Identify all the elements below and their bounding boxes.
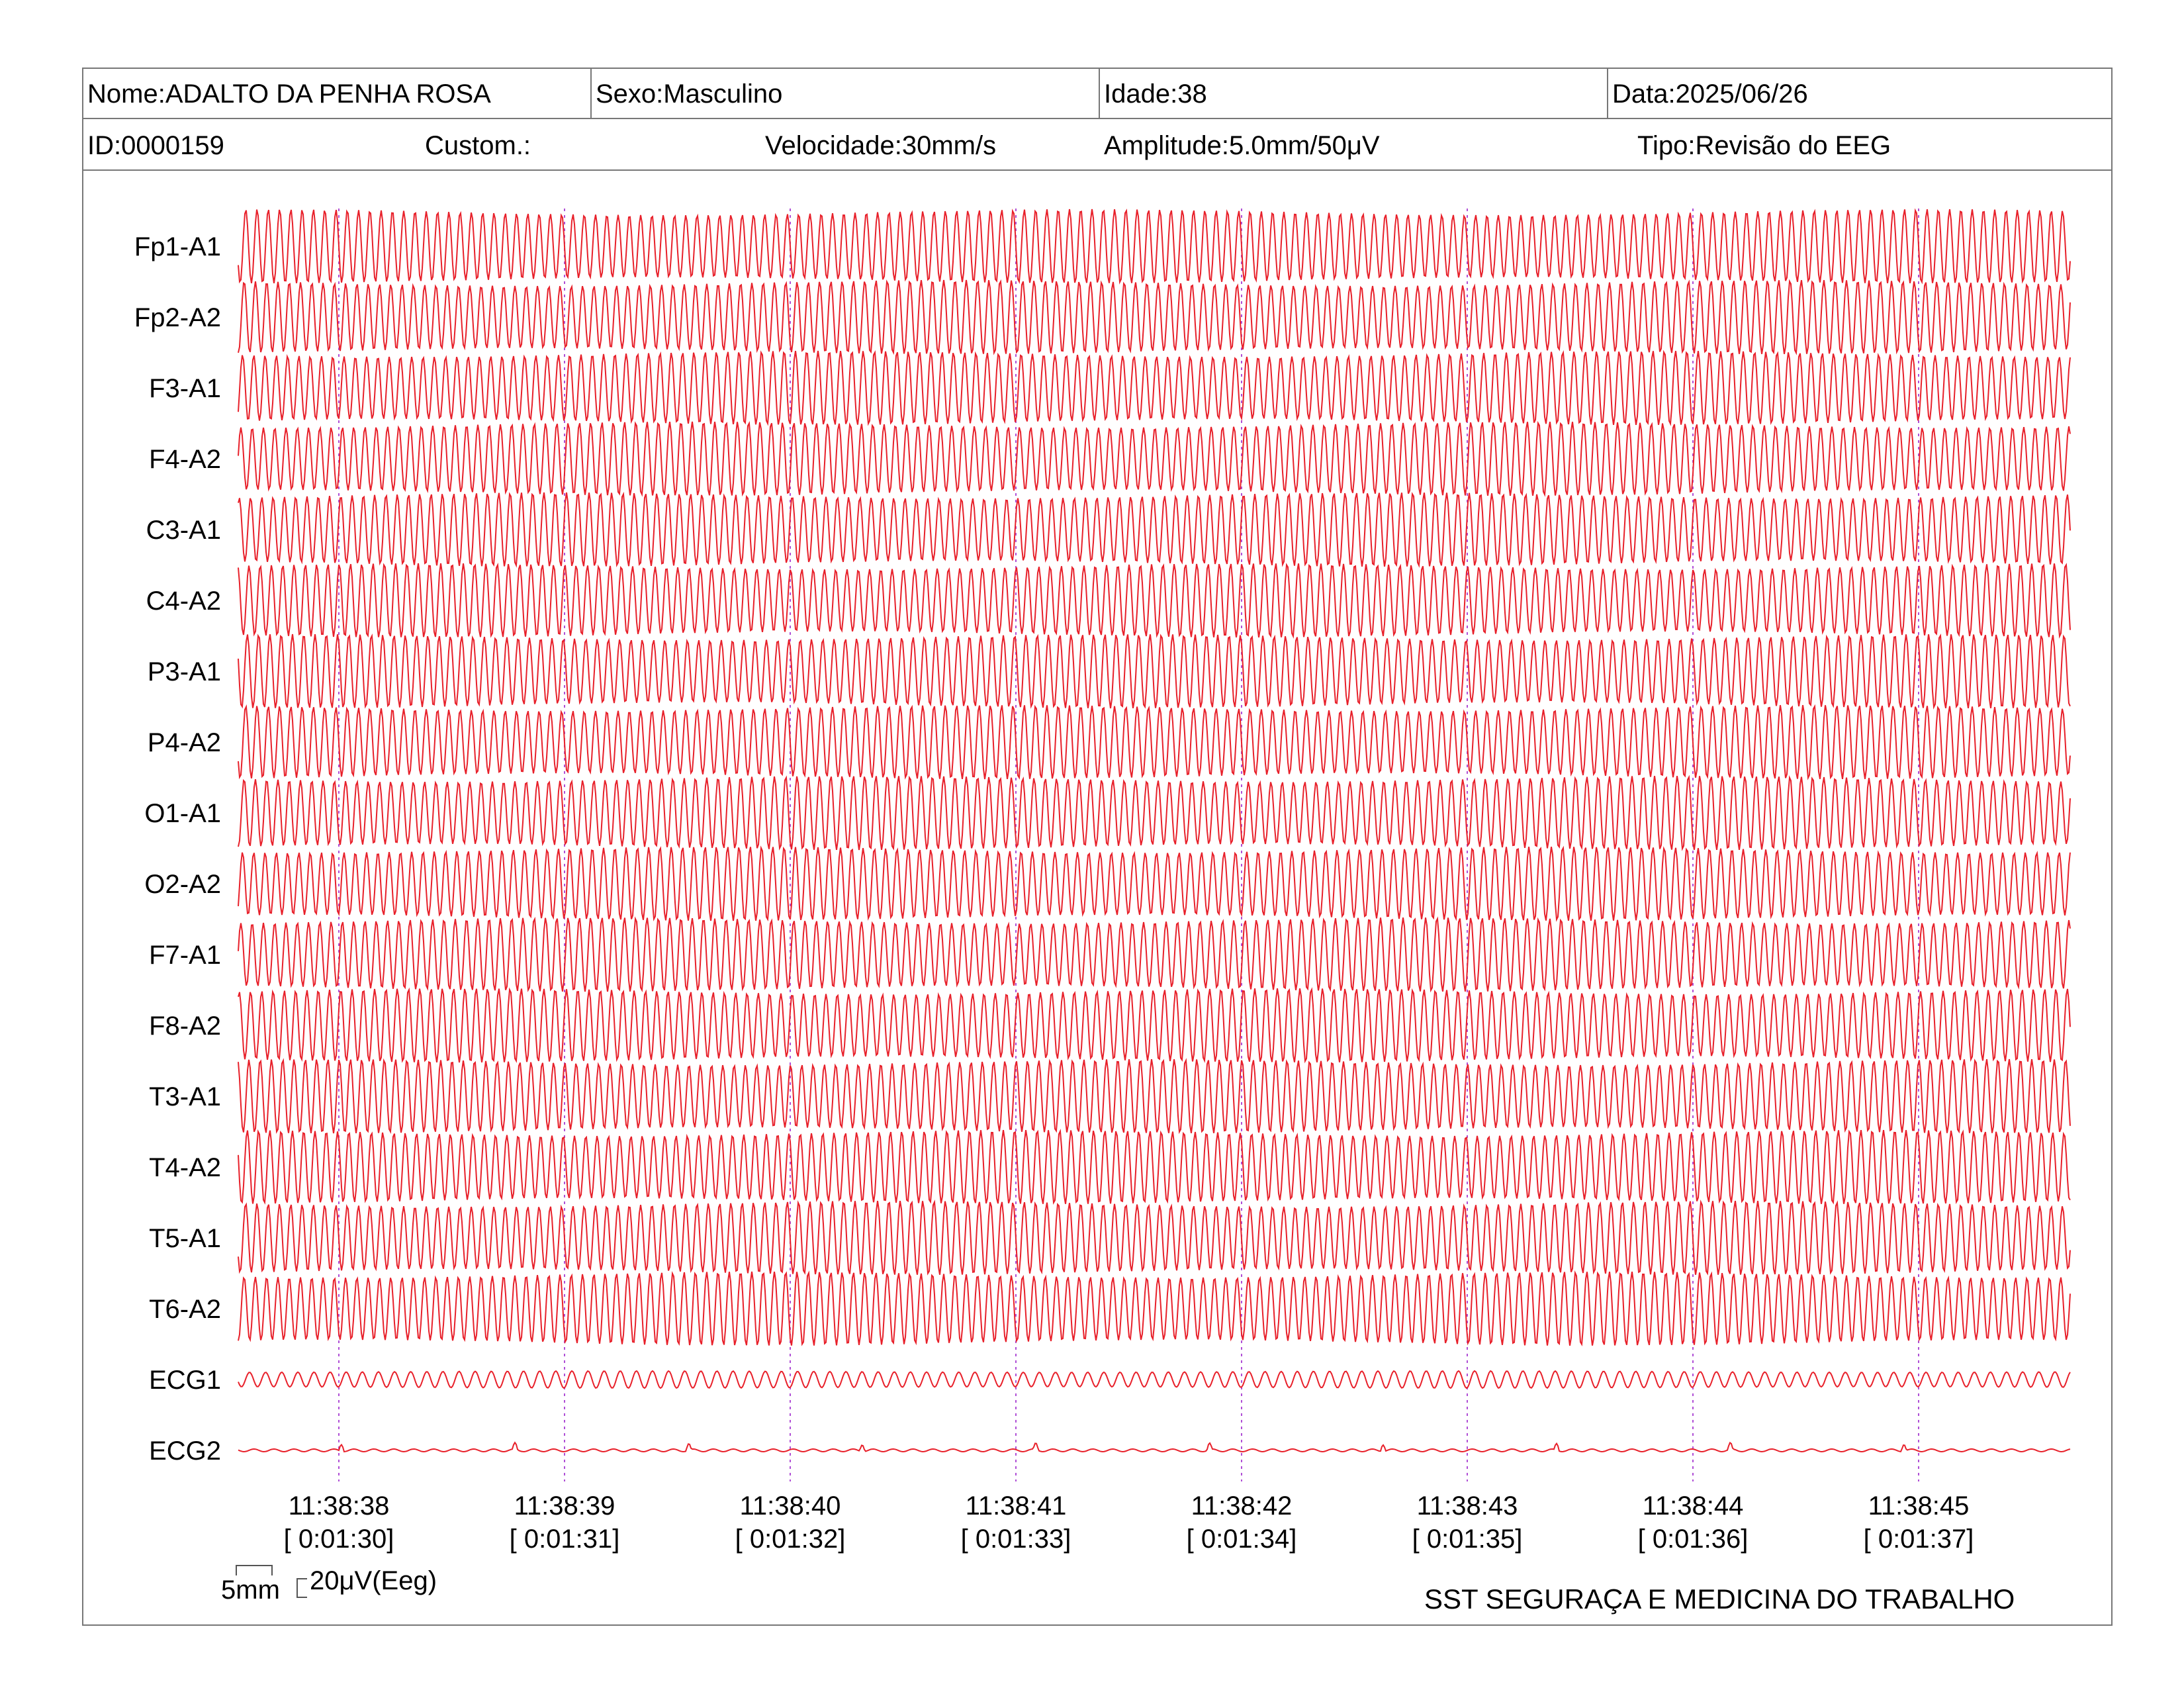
amplitude-calibration-bracket xyxy=(296,1578,307,1598)
trace-f7-a1 xyxy=(238,916,2071,993)
organization-name: SST SEGURAÇA E MEDICINA DO TRABALHO xyxy=(1424,1583,2015,1615)
time-tick-clock: 11:38:39 xyxy=(514,1491,615,1521)
trace-ecg2 xyxy=(238,1441,2071,1453)
time-tick-clock: 11:38:38 xyxy=(289,1491,390,1521)
channel-label: F8-A2 xyxy=(149,1011,221,1041)
time-tick-elapsed: [ 0:01:31] xyxy=(510,1524,620,1554)
patient-sex: Sexo:Masculino xyxy=(596,79,783,109)
exam-type: Tipo:Revisão do EEG xyxy=(1637,131,1891,160)
trace-f8-a2 xyxy=(238,987,2071,1064)
time-tick-clock: 11:38:43 xyxy=(1417,1491,1518,1521)
channel-label: Fp2-A2 xyxy=(134,303,221,332)
time-tick-clock: 11:38:41 xyxy=(966,1491,1067,1521)
time-tick-elapsed: [ 0:01:33] xyxy=(961,1524,1071,1554)
channel-label: T4-A2 xyxy=(149,1153,221,1182)
time-tick-elapsed: [ 0:01:35] xyxy=(1412,1524,1523,1554)
time-tick-clock: 11:38:44 xyxy=(1643,1491,1744,1521)
channel-label: F4-A2 xyxy=(149,445,221,474)
patient-name: Nome:ADALTO DA PENHA ROSA xyxy=(87,79,491,109)
header-divider xyxy=(1099,68,1100,119)
header-row-1: Nome:ADALTO DA PENHA ROSA Sexo:Masculino… xyxy=(82,68,2113,119)
channel-label: P4-A2 xyxy=(148,728,221,757)
trace-f4-a2 xyxy=(238,420,2071,497)
time-tick-clock: 11:38:40 xyxy=(740,1491,841,1521)
trace-t6-a2 xyxy=(238,1270,2071,1346)
time-tick-elapsed: [ 0:01:34] xyxy=(1187,1524,1297,1554)
recording-amplitude: Amplitude:5.0mm/50μV xyxy=(1104,131,1380,160)
time-tick-elapsed: [ 0:01:36] xyxy=(1638,1524,1749,1554)
trace-t3-a1 xyxy=(238,1058,2071,1135)
channel-label: T3-A1 xyxy=(149,1082,221,1111)
channel-label: ECG2 xyxy=(149,1436,221,1466)
recording-speed: Velocidade:30mm/s xyxy=(765,131,997,160)
channel-label: ECG1 xyxy=(149,1366,221,1395)
report-frame xyxy=(82,68,2113,1626)
header-row-2: ID:0000159 Custom.: Velocidade:30mm/s Am… xyxy=(82,119,2113,171)
time-calibration-bracket xyxy=(236,1565,273,1575)
exam-date: Data:2025/06/26 xyxy=(1612,79,1808,109)
time-tick-clock: 11:38:42 xyxy=(1191,1491,1293,1521)
trace-p3-a1 xyxy=(238,633,2071,710)
patient-id: ID:0000159 xyxy=(87,131,224,160)
time-calibration-label: 5mm xyxy=(221,1575,280,1605)
channel-label: P3-A1 xyxy=(148,657,221,686)
header-divider xyxy=(590,68,592,119)
trace-p4-a2 xyxy=(238,704,2071,780)
trace-fp1-a1 xyxy=(238,208,2071,285)
channel-label: T6-A2 xyxy=(149,1295,221,1324)
amplitude-calibration-label: 20μV(Eeg) xyxy=(310,1566,437,1595)
trace-c4-a2 xyxy=(238,562,2071,639)
channel-label: O2-A2 xyxy=(144,870,221,899)
trace-t4-a2 xyxy=(238,1129,2071,1205)
time-tick-clock: 11:38:45 xyxy=(1868,1491,1970,1521)
channel-label: F3-A1 xyxy=(149,374,221,403)
trace-f3-a1 xyxy=(238,350,2071,426)
time-tick-elapsed: [ 0:01:37] xyxy=(1864,1524,1974,1554)
trace-ecg1 xyxy=(238,1370,2071,1389)
custom-field: Custom.: xyxy=(425,131,531,160)
channel-label: C4-A2 xyxy=(146,586,221,616)
channel-label: C3-A1 xyxy=(146,516,221,545)
time-tick-elapsed: [ 0:01:30] xyxy=(284,1524,394,1554)
trace-c3-a1 xyxy=(238,491,2071,568)
header-divider xyxy=(1607,68,1608,119)
time-tick-elapsed: [ 0:01:32] xyxy=(735,1524,846,1554)
trace-t5-a1 xyxy=(238,1199,2071,1276)
trace-o2-a2 xyxy=(238,845,2071,922)
trace-o1-a1 xyxy=(238,774,2071,851)
channel-label: T5-A1 xyxy=(149,1224,221,1253)
channel-label: O1-A1 xyxy=(144,799,221,828)
channel-label: F7-A1 xyxy=(149,941,221,970)
channel-label: Fp1-A1 xyxy=(134,232,221,261)
patient-age: Idade:38 xyxy=(1104,79,1207,109)
trace-fp2-a2 xyxy=(238,279,2071,355)
